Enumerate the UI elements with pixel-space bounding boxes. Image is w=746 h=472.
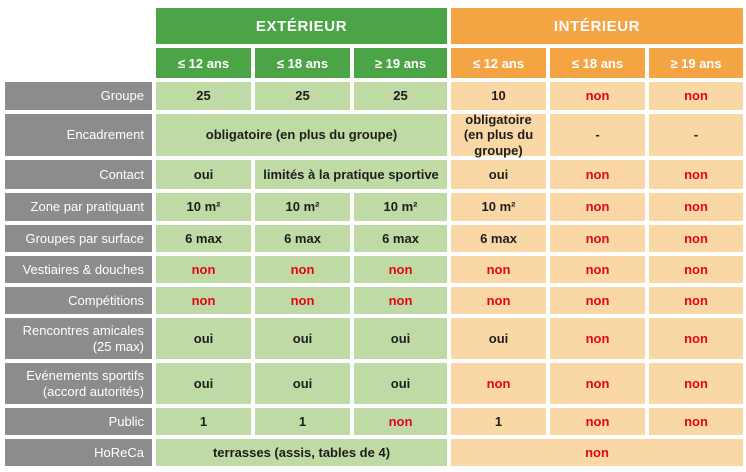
table-cell-interieur: 10 xyxy=(451,82,546,110)
table-cell-exterieur: 25 xyxy=(354,82,447,110)
age-header-interieur-12: ≤ 12 ans xyxy=(451,48,546,78)
table-cell-exterieur: non xyxy=(156,287,251,314)
table-cell-interieur: non xyxy=(550,225,645,252)
table-cell-exterieur: oui xyxy=(156,318,251,359)
table-cell-exterieur: non xyxy=(354,287,447,314)
table-cell-interieur: non xyxy=(550,82,645,110)
table-cell-exterieur: 10 m² xyxy=(255,193,350,221)
table-cell-interieur: non xyxy=(451,439,743,466)
table-cell-interieur: non xyxy=(550,193,645,221)
table-cell-exterieur: oui xyxy=(156,160,251,189)
table-cell-interieur: 6 max xyxy=(451,225,546,252)
age-header-interieur-19: ≥ 19 ans xyxy=(649,48,743,78)
table-cell-exterieur: 6 max xyxy=(255,225,350,252)
table-cell-interieur: non xyxy=(451,287,546,314)
table-cell-interieur: non xyxy=(550,287,645,314)
table-cell-exterieur: obligatoire (en plus du groupe) xyxy=(156,114,447,156)
table-cell-exterieur: 25 xyxy=(255,82,350,110)
table-cell-exterieur: terrasses (assis, tables de 4) xyxy=(156,439,447,466)
table-cell-exterieur: non xyxy=(156,256,251,283)
row-label: Contact xyxy=(5,160,152,189)
table-cell-exterieur: 10 m² xyxy=(354,193,447,221)
table-cell-interieur: non xyxy=(451,256,546,283)
table-cell-interieur: non xyxy=(550,318,645,359)
table-cell-interieur: 10 m² xyxy=(451,193,546,221)
table-cell-interieur: non xyxy=(649,287,743,314)
row-label: Zone par pratiquant xyxy=(5,193,152,221)
row-label: Vestiaires & douches xyxy=(5,256,152,283)
table-cell-interieur: oui xyxy=(451,318,546,359)
age-header-exterieur-19: ≥ 19 ans xyxy=(354,48,447,78)
row-label: Encadrement xyxy=(5,114,152,156)
table-cell-exterieur: non xyxy=(354,256,447,283)
table-cell-exterieur: 1 xyxy=(255,408,350,435)
row-label: Public xyxy=(5,408,152,435)
table-cell-interieur: - xyxy=(550,114,645,156)
table-cell-interieur: non xyxy=(649,225,743,252)
section-header-interieur: INTÉRIEUR xyxy=(451,8,743,44)
table-cell-interieur: - xyxy=(649,114,743,156)
table-cell-interieur: 1 xyxy=(451,408,546,435)
row-label: Evénements sportifs (accord autorités) xyxy=(5,363,152,404)
row-label: Groupe xyxy=(5,82,152,110)
table-cell-exterieur: non xyxy=(255,287,350,314)
age-header-exterieur-18: ≤ 18 ans xyxy=(255,48,350,78)
table-cell-interieur: non xyxy=(451,363,546,404)
row-label: Rencontres amicales (25 max) xyxy=(5,318,152,359)
rules-table: EXTÉRIEUR INTÉRIEUR ≤ 12 ans ≤ 18 ans ≥ … xyxy=(5,8,743,466)
table-cell-interieur: non xyxy=(649,408,743,435)
table-cell-interieur: non xyxy=(550,363,645,404)
table-cell-exterieur: oui xyxy=(255,318,350,359)
table-cell-exterieur: oui xyxy=(156,363,251,404)
table-cell-exterieur: limités à la pratique sportive xyxy=(255,160,447,189)
table-cell-exterieur: 6 max xyxy=(156,225,251,252)
table-cell-exterieur: 25 xyxy=(156,82,251,110)
table-cell-exterieur: oui xyxy=(255,363,350,404)
table-cell-interieur: non xyxy=(649,256,743,283)
row-label: Compétitions xyxy=(5,287,152,314)
row-label: HoReCa xyxy=(5,439,152,466)
row-label: Groupes par surface xyxy=(5,225,152,252)
table-cell-interieur: obligatoire (en plus du groupe) xyxy=(451,112,546,158)
table-cell-interieur: non xyxy=(649,318,743,359)
table-cell-interieur: oui xyxy=(451,160,546,189)
table-cell-interieur: non xyxy=(649,363,743,404)
table-cell-interieur: non xyxy=(649,193,743,221)
table-cell-interieur: non xyxy=(550,160,645,189)
table-cell-exterieur: non xyxy=(354,408,447,435)
table-cell-exterieur: 6 max xyxy=(354,225,447,252)
age-header-interieur-18: ≤ 18 ans xyxy=(550,48,645,78)
table-cell-interieur: non xyxy=(550,408,645,435)
table-cell-interieur: non xyxy=(550,256,645,283)
section-header-exterieur: EXTÉRIEUR xyxy=(156,8,447,44)
table-cell-exterieur: non xyxy=(255,256,350,283)
table-cell-exterieur: 1 xyxy=(156,408,251,435)
table-cell-exterieur: 10 m² xyxy=(156,193,251,221)
table-cell-interieur: non xyxy=(649,160,743,189)
table-cell-exterieur: oui xyxy=(354,363,447,404)
table-cell-interieur: non xyxy=(649,82,743,110)
age-header-exterieur-12: ≤ 12 ans xyxy=(156,48,251,78)
table-cell-exterieur: oui xyxy=(354,318,447,359)
